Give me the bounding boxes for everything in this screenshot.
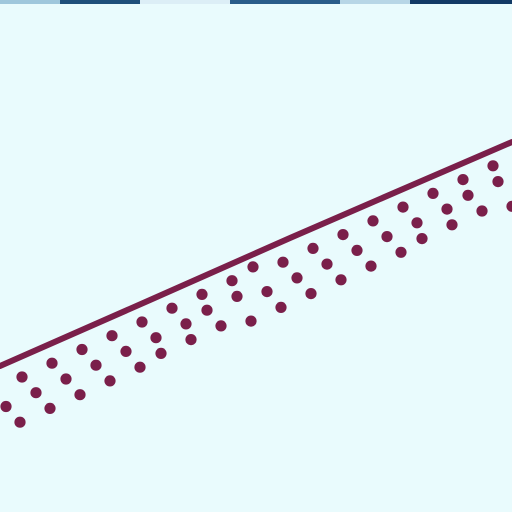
top-strip-segment (230, 0, 340, 4)
dot (441, 203, 453, 215)
dot (180, 318, 192, 330)
top-strip-segment (0, 0, 60, 4)
dot (351, 244, 363, 256)
dot (106, 330, 118, 342)
dot (104, 375, 116, 387)
dot (275, 301, 287, 313)
dot (201, 304, 213, 316)
dot (166, 302, 178, 314)
dot (231, 290, 243, 302)
top-edge-strip (0, 0, 512, 4)
dot (291, 272, 303, 284)
dot (196, 288, 208, 300)
dot (136, 316, 148, 328)
dot (337, 229, 349, 241)
dot (247, 261, 259, 273)
dot (226, 275, 238, 287)
dot (60, 373, 72, 385)
dot (305, 288, 317, 300)
dot (245, 315, 257, 327)
dot (457, 174, 469, 186)
dot (487, 160, 499, 172)
solid-slanted-line (0, 139, 512, 369)
dot (476, 205, 488, 217)
dot (395, 246, 407, 258)
dot (74, 389, 86, 401)
dot (416, 233, 428, 245)
dot (155, 347, 167, 359)
dot (215, 320, 227, 332)
dot (506, 200, 512, 212)
top-strip-segment (340, 0, 410, 4)
dot (492, 176, 504, 188)
dot (90, 359, 102, 371)
dot (30, 387, 42, 399)
dot (462, 189, 474, 201)
dot (134, 361, 146, 373)
dot (397, 201, 409, 213)
dot (335, 274, 347, 286)
dot (44, 402, 56, 414)
dot (0, 400, 12, 413)
dot (261, 286, 273, 298)
dot (76, 343, 88, 356)
dot (321, 258, 333, 270)
dot (381, 231, 393, 243)
dot (46, 357, 58, 369)
dot (120, 345, 132, 357)
dot (427, 187, 439, 199)
dot (411, 217, 423, 229)
dotted-pattern (0, 160, 512, 428)
top-strip-segment (410, 0, 512, 4)
dot (365, 260, 377, 272)
dot (185, 334, 197, 346)
dot (14, 416, 26, 428)
dot (150, 332, 162, 344)
dot (16, 371, 28, 383)
top-strip-segment (140, 0, 230, 4)
dot (367, 215, 379, 227)
dot (307, 242, 319, 254)
dot (277, 256, 289, 268)
top-strip-segment (60, 0, 140, 4)
dot (446, 219, 458, 231)
